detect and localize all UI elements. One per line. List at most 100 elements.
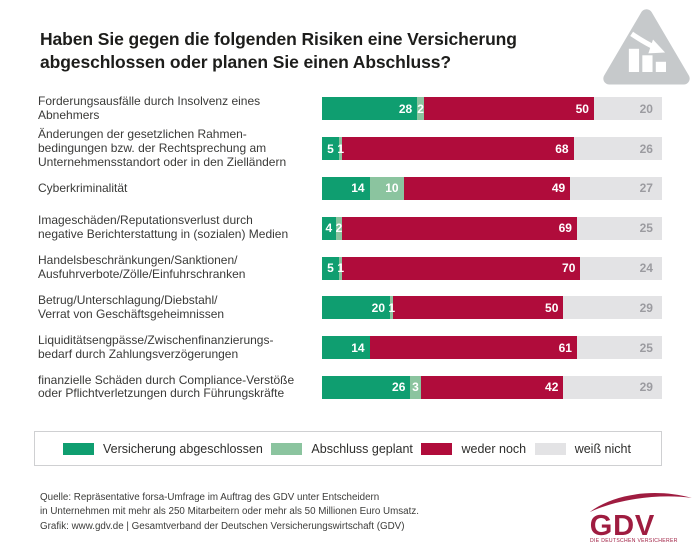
bar-segment: 2 (417, 97, 424, 121)
legend-item: weiß nicht (534, 441, 631, 456)
bar-segment: 24 (580, 256, 662, 280)
bar-value: 49 (551, 181, 566, 196)
legend-item: Versicherung abgeschlossen (63, 442, 263, 456)
chart-row: Cyberkriminalität 14 10 49 27 (38, 169, 662, 209)
chart-title: Haben Sie gegen die folgenden Risiken ei… (40, 28, 517, 73)
legend-label: Versicherung abgeschlossen (103, 441, 263, 456)
chart-row: Handelsbeschränkungen/Sanktionen/ Ausfuh… (38, 248, 662, 288)
legend-label: weder noch (461, 441, 527, 456)
bar-segment: 49 (403, 176, 571, 200)
bar-value: 14 (351, 340, 365, 355)
bar-segment: 25 (576, 216, 662, 240)
chart-row: Liquiditätsengpässe/Zwischenfinanzierung… (38, 328, 662, 368)
row-bar: 4 2 69 25 (322, 216, 662, 240)
row-label: Forderungsausfälle durch Insolvenz eines… (38, 94, 261, 122)
bar-value: 68 (555, 141, 569, 156)
bar-value: 50 (575, 101, 589, 116)
row-bar: 5 1 70 24 (322, 256, 662, 280)
gdv-swoosh (589, 493, 692, 513)
row-label: Cyberkriminalität (38, 180, 128, 195)
row-label: Betrug/Unterschlagung/Diebstahl/ Verrat … (38, 293, 225, 321)
row-bar: 28 2 50 20 (322, 97, 662, 121)
bar-value: 61 (558, 340, 572, 355)
gdv-logo: GDV DIE DEUTSCHEN VERSICHERER (585, 485, 695, 547)
bar-value: 4 (325, 221, 333, 236)
bar-segment: 50 (393, 296, 564, 320)
bar-value: 20 (639, 101, 653, 116)
bar-value: 5 (327, 261, 334, 276)
bar-value: 42 (545, 380, 559, 395)
bar-value: 26 (639, 141, 653, 156)
row-bar: 14 61 25 (322, 336, 662, 360)
bar-value: 29 (639, 380, 653, 395)
legend-swatch (534, 442, 566, 455)
gdv-logo-graphic: GDV DIE DEUTSCHEN VERSICHERER (589, 493, 692, 544)
bar-value: 1 (337, 261, 345, 276)
source-text: Quelle: Repräsentative forsa-Umfrage im … (40, 492, 419, 532)
bar-segment: 14 (322, 336, 370, 360)
bar-value: 50 (545, 300, 559, 315)
bar-segment: 42 (420, 375, 564, 399)
gdv-logo-tagline: DIE DEUTSCHEN VERSICHERER (590, 538, 678, 544)
bar-segment: 26 (573, 137, 662, 161)
bar-value: 2 (417, 101, 424, 116)
chart-row: Betrug/Unterschlagung/Diebstahl/ Verrat … (38, 288, 662, 328)
bar-value: 14 (351, 181, 365, 196)
bar-value: 1 (388, 300, 396, 315)
bar-value: 29 (639, 300, 653, 315)
bar-value: 25 (639, 221, 653, 236)
chart-row: Forderungsausfälle durch Insolvenz eines… (38, 89, 662, 129)
bar-value: 26 (392, 380, 406, 395)
legend-item: Abschluss geplant (271, 442, 413, 456)
bar-segment: 1 (388, 296, 396, 320)
bar-value: 28 (398, 101, 413, 116)
bar-segment: 27 (570, 176, 662, 200)
bar-value: 69 (558, 221, 572, 236)
legend-swatch (63, 442, 94, 455)
bar-segment: 14 (322, 176, 370, 200)
bar-value: 10 (385, 181, 399, 196)
bar-segment: 29 (563, 296, 662, 320)
bar-segment: 20 (322, 296, 390, 320)
row-label: Handelsbeschränkungen/Sanktionen/ Ausfuh… (38, 253, 246, 282)
bar-segment: 28 (322, 97, 418, 121)
triangle-chart-icon (603, 9, 690, 85)
bar-value: 70 (562, 261, 576, 276)
chart-row: Änderungen der gesetzlichen Rahmen- bedi… (38, 127, 662, 169)
row-label: Änderungen der gesetzlichen Rahmen- bedi… (38, 127, 287, 169)
legend-item: weder noch (421, 442, 526, 456)
row-bar: 20 1 50 29 (322, 296, 662, 320)
bar-value: 27 (639, 181, 653, 196)
bar-segment: 4 (322, 216, 336, 240)
bar-value: 5 (327, 141, 334, 156)
bar-value: 2 (335, 221, 343, 236)
bar-segment: 25 (576, 336, 662, 360)
row-label: finanzielle Schäden durch Compliance-Ver… (38, 372, 295, 401)
bar-segment: 70 (342, 256, 581, 280)
row-bar: 5 1 68 26 (322, 137, 662, 161)
row-bar: 14 10 49 27 (322, 176, 662, 200)
bar-segment: 69 (342, 216, 577, 240)
bar-segment: 1 (337, 137, 345, 161)
legend-swatch (421, 442, 453, 455)
bar-value: 24 (639, 261, 653, 276)
bar-value: 1 (337, 141, 345, 156)
row-label: Liquiditätsengpässe/Zwischenfinanzierung… (38, 332, 274, 361)
bar-segment: 2 (335, 216, 343, 240)
bar-value: 20 (371, 300, 385, 315)
legend-swatch (271, 442, 303, 455)
bar-segment: 5 (322, 137, 339, 161)
legend-label: weiß nicht (574, 441, 631, 456)
chart-row: Imageschäden/Reputationsverlust durch ne… (38, 208, 662, 248)
bar-segment: 5 (322, 256, 339, 280)
bar-segment: 10 (369, 176, 404, 200)
bar-value: 3 (412, 380, 419, 395)
bar-segment: 26 (322, 375, 411, 399)
gdv-logo-text: GDV (590, 510, 655, 542)
bar-segment: 68 (342, 137, 574, 161)
row-bar: 26 3 42 29 (322, 375, 662, 399)
declining-bar-chart-triangle-icon (600, 7, 693, 85)
bar-segment: 61 (369, 336, 577, 360)
chart-rows: Forderungsausfälle durch Insolvenz eines… (38, 89, 662, 407)
bar-segment: 50 (423, 97, 594, 121)
